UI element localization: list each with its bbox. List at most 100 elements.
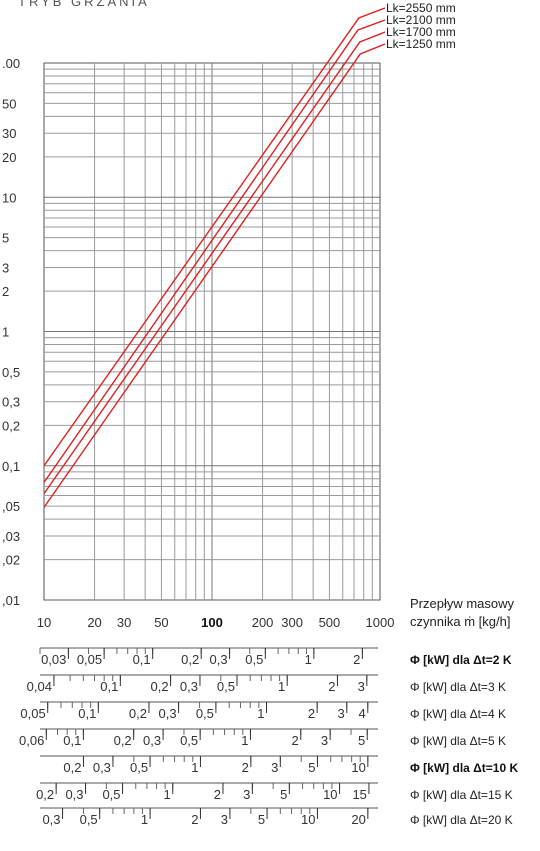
scale-tick-label: 5 bbox=[308, 760, 315, 775]
chart-title: TRYB GRZANIA bbox=[18, 0, 150, 9]
scale-tick-label: 0,3 bbox=[93, 760, 111, 775]
scale-tick-label: 15 bbox=[352, 787, 366, 802]
x-tick-label: 10 bbox=[37, 615, 51, 630]
y-tick-label: 0,2 bbox=[2, 418, 20, 433]
power-scale-row: 0,06 0,1 0,2 0,3 0,5 1 2 3 5 Φ [kW] dla Δt=5 K bbox=[19, 728, 506, 748]
y-tick-label: 30 bbox=[2, 126, 16, 141]
scale-tick-label: 2 bbox=[292, 733, 299, 748]
scale-tick-label: 0,1 bbox=[100, 679, 118, 694]
scale-row-label: Φ [kW] dla Δt=4 K bbox=[410, 707, 506, 721]
scale-tick-label: 1 bbox=[241, 733, 248, 748]
scale-tick-label: 4 bbox=[359, 706, 366, 721]
scale-row-label: Φ [kW] dla Δt=5 K bbox=[410, 734, 506, 748]
legend-item: Lk=2100 mm bbox=[386, 13, 456, 27]
scale-tick-label: 0,5 bbox=[130, 760, 148, 775]
power-scale-row: 0,2 0,3 0,5 1 2 3 5 10 Φ [kW] dla Δt=10 K bbox=[40, 755, 518, 775]
scale-tick-label: 2 bbox=[308, 706, 315, 721]
scale-tick-label: 2 bbox=[353, 652, 360, 667]
scale-tick-label: 5 bbox=[358, 733, 365, 748]
scale-tick-label: 2 bbox=[214, 787, 221, 802]
legend-item: Lk=1700 mm bbox=[386, 25, 456, 39]
y-tick-label: ,03 bbox=[2, 529, 20, 544]
y-tick-label: 0,3 bbox=[2, 395, 20, 410]
scale-tick-label: 0,3 bbox=[159, 706, 177, 721]
y-tick-label: 3 bbox=[2, 260, 9, 275]
y-tick-label: 0,1 bbox=[2, 459, 20, 474]
y-tick-label: 50 bbox=[2, 96, 16, 111]
x-tick-label: 30 bbox=[117, 615, 131, 630]
scale-tick-label: 0,04 bbox=[27, 679, 52, 694]
scale-tick-label: 0,5 bbox=[245, 652, 263, 667]
scale-tick-label: 0,06 bbox=[19, 733, 44, 748]
y-tick-label: 20 bbox=[2, 150, 16, 165]
scale-tick-label: 0,2 bbox=[63, 760, 81, 775]
legend-item: Lk=2550 mm bbox=[386, 1, 456, 15]
scale-tick-label: 2 bbox=[242, 760, 249, 775]
y-tick-label: 2 bbox=[2, 284, 9, 299]
series-lines bbox=[43, 7, 386, 508]
scale-tick-label: 0,05 bbox=[20, 706, 45, 721]
scale-tick-label: 3 bbox=[321, 733, 328, 748]
scale-row-label: Φ [kW] dla Δt=10 K bbox=[410, 761, 518, 775]
x-tick-label: 1000 bbox=[366, 615, 395, 630]
y-tick-label: 10 bbox=[2, 190, 16, 205]
scale-row-label: Φ [kW] dla Δt=15 K bbox=[410, 788, 513, 802]
scale-tick-label: 0,2 bbox=[36, 787, 54, 802]
scale-tick-label: 3 bbox=[358, 679, 365, 694]
scale-tick-label: 0,5 bbox=[217, 679, 235, 694]
scale-tick-label: 0,5 bbox=[80, 812, 98, 827]
scale-row-label: Φ [kW] dla Δt=20 K bbox=[410, 813, 513, 827]
scale-tick-label: 3 bbox=[338, 706, 345, 721]
scale-tick-label: 1 bbox=[141, 812, 148, 827]
scale-tick-label: 10 bbox=[351, 760, 365, 775]
y-tick-label: 5 bbox=[2, 231, 9, 246]
chart-grid bbox=[43, 62, 381, 601]
scale-tick-label: 0,3 bbox=[42, 812, 60, 827]
scale-tick-label: 0,1 bbox=[133, 652, 151, 667]
scale-tick-label: 0,5 bbox=[102, 787, 120, 802]
scale-tick-label: 0,2 bbox=[114, 733, 132, 748]
scale-tick-label: 5 bbox=[280, 787, 287, 802]
scale-tick-label: 2 bbox=[191, 812, 198, 827]
scale-tick-label: 20 bbox=[351, 812, 365, 827]
x-tick-label: 100 bbox=[201, 615, 223, 630]
x-tick-label: 20 bbox=[87, 615, 101, 630]
scale-tick-label: 1 bbox=[278, 679, 285, 694]
power-scale-row: 0,04 0,1 0,2 0,3 0,5 1 2 3 Φ [kW] dla Δt=3 K bbox=[27, 674, 506, 694]
scale-tick-label: 0,2 bbox=[150, 679, 168, 694]
secondary-power-scales: 0,03 0,05 0,1 0,2 0,3 0,5 1 2 Φ [kW] dla Δt=2 K0… bbox=[19, 647, 518, 827]
y-axis-ticks: .00 50 30 20 10 5 3 2 1 0,5 0,3 0,2 0,1 ,05 ,03 ,02 ,01 bbox=[2, 56, 20, 608]
scale-tick-label: 0,03 bbox=[41, 652, 66, 667]
y-tick-label: .00 bbox=[2, 56, 20, 71]
y-tick-label: ,01 bbox=[2, 593, 20, 608]
y-tick-label: 1 bbox=[2, 325, 9, 340]
scale-tick-label: 3 bbox=[221, 812, 228, 827]
power-scale-row: 0,05 0,1 0,2 0,3 0,5 1 2 3 4 Φ [kW] dla Δt=4 K bbox=[20, 701, 506, 721]
x-axis-caption-line2: czynnika ṁ [kg/h] bbox=[410, 614, 510, 629]
scale-tick-label: 0,3 bbox=[65, 787, 83, 802]
x-tick-label: 50 bbox=[154, 615, 168, 630]
x-axis-caption: Przepływ masowy czynnika ṁ [kg/h] bbox=[410, 596, 515, 629]
scale-tick-label: 0,3 bbox=[209, 652, 227, 667]
scale-tick-label: 0,2 bbox=[129, 706, 147, 721]
x-tick-label: 200 bbox=[252, 615, 274, 630]
scale-row-label: Φ [kW] dla Δt=3 K bbox=[410, 680, 506, 694]
scale-row-label: Φ [kW] dla Δt=2 K bbox=[410, 653, 512, 667]
series-line bbox=[43, 43, 386, 508]
series-line bbox=[43, 7, 386, 467]
x-tick-label: 300 bbox=[281, 615, 303, 630]
series-line bbox=[43, 19, 386, 483]
scale-tick-label: 0,2 bbox=[181, 652, 199, 667]
power-scale-row: 0,3 0,5 1 2 3 5 10 20 Φ [kW] dla Δt=20 K bbox=[40, 807, 513, 827]
scale-tick-label: 2 bbox=[328, 679, 335, 694]
legend-item: Lk=1250 mm bbox=[386, 37, 456, 51]
scale-tick-label: 10 bbox=[323, 787, 337, 802]
scale-tick-label: 1 bbox=[257, 706, 264, 721]
scale-tick-label: 1 bbox=[191, 760, 198, 775]
scale-tick-label: 1 bbox=[305, 652, 312, 667]
scale-tick-label: 0,5 bbox=[196, 706, 214, 721]
y-tick-label: ,05 bbox=[2, 499, 20, 514]
scale-tick-label: 0,3 bbox=[143, 733, 161, 748]
scale-tick-label: 3 bbox=[271, 760, 278, 775]
